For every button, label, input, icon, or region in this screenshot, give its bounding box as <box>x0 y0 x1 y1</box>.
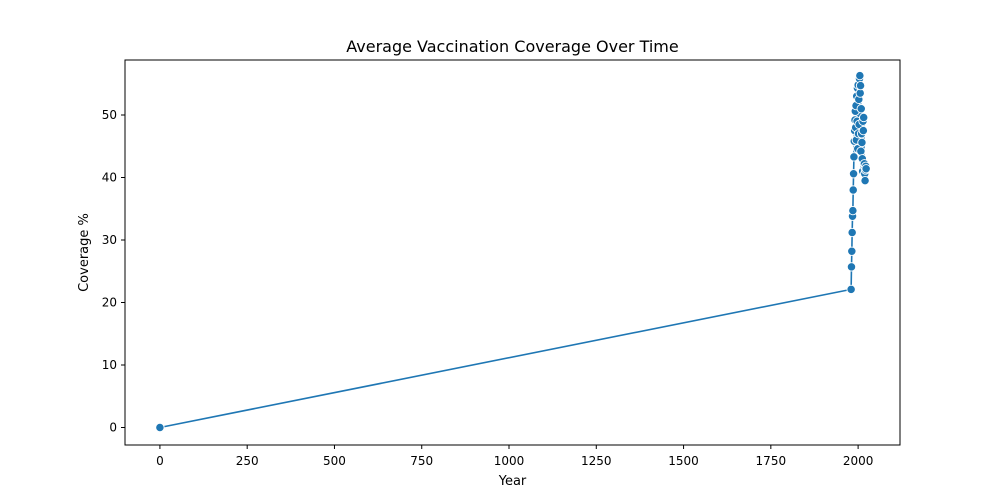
x-tick-label: 750 <box>410 454 433 468</box>
data-point <box>861 164 871 174</box>
data-point <box>855 80 866 91</box>
data-point <box>849 152 859 162</box>
axis-ticks: 0 250 500 750 1000 1250 1500 1750 2000 0 10 20 30 40 5… <box>102 108 874 468</box>
data-point <box>855 70 865 81</box>
plot-marks <box>155 70 871 433</box>
data-point <box>846 262 857 272</box>
data-point <box>857 137 867 148</box>
data-point <box>858 125 868 136</box>
data-point <box>848 169 859 179</box>
x-tick-label: 0 <box>156 454 164 468</box>
plot-frame <box>124 59 901 446</box>
data-point <box>860 175 870 186</box>
y-tick-label: 30 <box>102 233 117 247</box>
x-tick-label: 1250 <box>581 454 612 468</box>
x-tick-label: 250 <box>236 454 259 468</box>
x-tick-label: 1750 <box>756 454 787 468</box>
data-point <box>846 284 856 295</box>
data-point <box>859 112 869 123</box>
data-point <box>155 422 165 433</box>
y-axis-label: Coverage % <box>77 213 92 292</box>
x-axis-label: Year <box>498 474 527 489</box>
data-point <box>856 146 866 156</box>
data-point <box>848 205 858 216</box>
y-tick-label: 40 <box>102 171 117 185</box>
x-tick-label: 500 <box>323 454 346 468</box>
chart-title: Average Vaccination Coverage Over Time <box>346 37 678 56</box>
y-tick-label: 10 <box>102 358 117 372</box>
y-tick-label: 20 <box>102 296 117 310</box>
x-tick-label: 2000 <box>843 454 874 468</box>
x-tick-label: 1500 <box>668 454 699 468</box>
data-point <box>847 246 857 256</box>
x-tick-label: 1000 <box>494 454 525 468</box>
data-point <box>856 104 866 114</box>
y-tick-label: 50 <box>102 108 117 122</box>
y-tick-label: 0 <box>109 421 117 435</box>
data-point <box>848 185 858 195</box>
data-point <box>847 227 857 238</box>
